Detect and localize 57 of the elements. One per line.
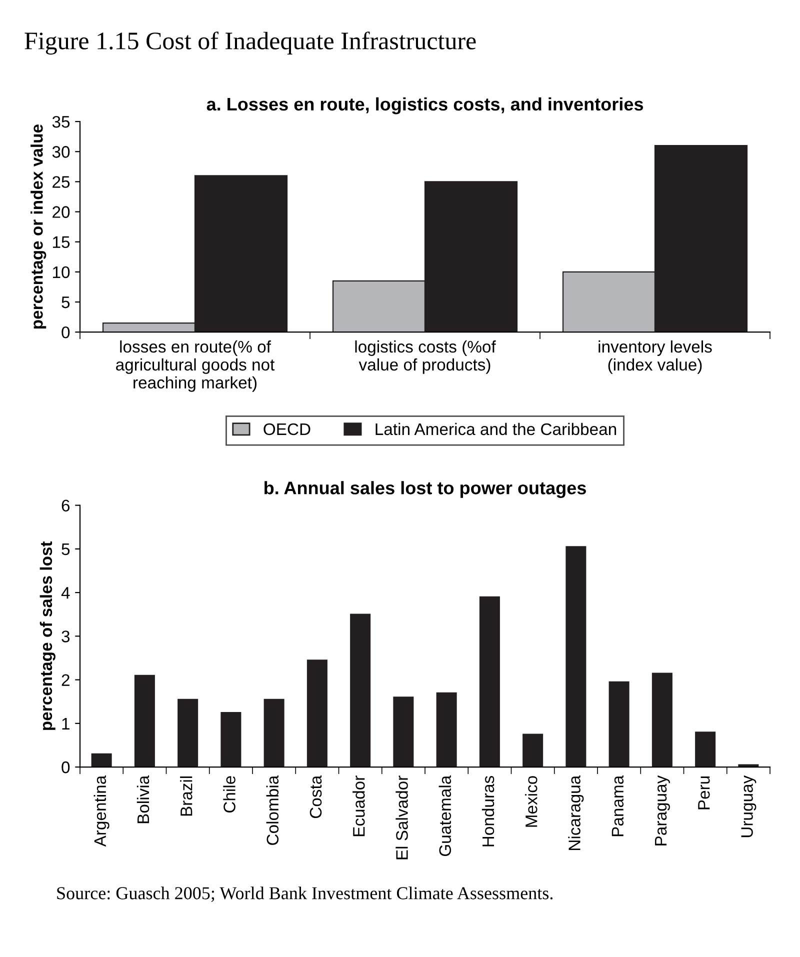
x-tick-label: Panama [612, 775, 624, 836]
bar [652, 672, 672, 768]
bar [91, 753, 112, 768]
chart-title: a. Losses en route, logistics costs, and inventories [206, 97, 644, 114]
x-tick-label: Ecuador [352, 776, 365, 836]
x-tick-label: Uruguay [741, 775, 756, 838]
x-tick-label: logistics costs (%of value of products) [355, 340, 496, 374]
bar [522, 734, 544, 768]
x-tick-label: Paraguay [655, 775, 670, 846]
x-tick-label: Mexico [525, 776, 538, 827]
y-tick-label: 5 [62, 543, 70, 556]
y-axis-title: percentage of sales lost [40, 541, 56, 730]
bar [220, 712, 242, 768]
bar [479, 596, 500, 768]
y-tick-label: 1 [62, 718, 70, 730]
bar [178, 698, 198, 768]
y-tick-label: 10 [53, 266, 70, 278]
y-tick-label: 4 [61, 587, 70, 599]
bar [134, 674, 155, 768]
source-note: Source: Guasch 2005; World Bank Investment Climate Assessments. [57, 886, 553, 902]
bar [264, 698, 284, 768]
x-tick-label: Guatemala [438, 775, 452, 856]
y-tick-label: 30 [52, 146, 70, 158]
y-tick-label: 15 [53, 236, 70, 248]
x-tick-label: Brazil [180, 776, 192, 816]
y-tick-label: 0 [62, 326, 70, 338]
x-tick-label: losses en route(% of agricultural goods not reaching market) [116, 340, 275, 392]
bar [566, 546, 586, 768]
caption: Figure 1.15 Cost of Inadequate Infrastructure [24, 32, 476, 55]
y-tick-label: 0 [62, 761, 70, 774]
x-tick-label: Honduras [482, 776, 494, 846]
bar [350, 614, 371, 768]
x-tick-label: Nicaragua [568, 775, 584, 850]
bar [608, 681, 630, 768]
y-tick-label: 6 [62, 500, 70, 512]
y-axis-title: percentage or index value [30, 124, 46, 329]
y-tick-label: 3 [62, 630, 70, 642]
legend-label: Latin America and the Caribbean [376, 422, 616, 436]
y-tick-label: 5 [62, 296, 70, 308]
y-tick-label: 2 [62, 674, 70, 686]
legend-label: OECD [264, 423, 310, 436]
y-tick-label: 25 [52, 176, 70, 188]
x-tick-label: Colombia [266, 775, 279, 845]
x-tick-label: Argentina [94, 775, 110, 847]
bar [393, 696, 414, 768]
bar [436, 692, 457, 768]
y-tick-label: 20 [52, 206, 70, 218]
bar [695, 732, 716, 768]
bar [306, 660, 328, 768]
x-tick-label: inventory levels (index value) [598, 340, 712, 374]
chart-title: b. Annual sales lost to power outages [264, 481, 586, 498]
x-tick-label: Peru [698, 776, 710, 810]
x-tick-label: Bolivia [136, 775, 150, 824]
x-tick-label: Costa [310, 775, 322, 818]
x-tick-label: El Salvador [396, 776, 408, 860]
y-tick-label: 35 [52, 116, 70, 128]
x-tick-label: Chile [223, 776, 236, 812]
